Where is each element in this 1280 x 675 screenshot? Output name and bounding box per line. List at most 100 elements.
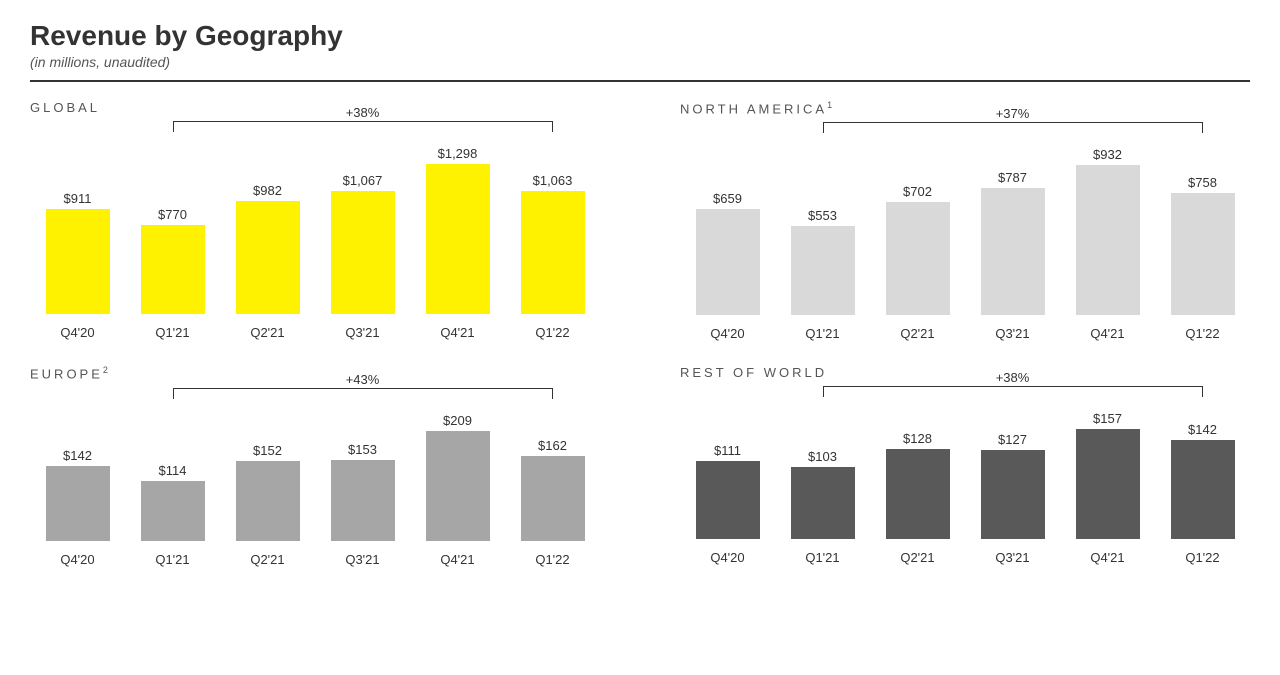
bar-col: $152 — [220, 443, 315, 541]
x-axis-labels: Q4'20Q1'21Q2'21Q3'21Q4'21Q1'22 — [30, 552, 600, 567]
x-axis-label: Q2'21 — [870, 550, 965, 565]
bar — [696, 209, 760, 315]
page-subtitle: (in millions, unaudited) — [30, 54, 1250, 70]
bar-value-label: $153 — [348, 442, 377, 457]
x-axis-label: Q1'22 — [505, 325, 600, 340]
bar-value-label: $111 — [714, 443, 741, 458]
bar-col: $153 — [315, 442, 410, 541]
bar-col: $787 — [965, 170, 1060, 315]
bar — [141, 481, 205, 541]
x-axis-label: Q1'21 — [125, 325, 220, 340]
x-axis-label: Q3'21 — [965, 550, 1060, 565]
x-axis-label: Q4'20 — [30, 552, 125, 567]
bar-col: $1,063 — [505, 173, 600, 314]
bar-col: $770 — [125, 207, 220, 314]
footnote-marker: 2 — [103, 365, 108, 375]
x-axis-label: Q4'21 — [410, 552, 505, 567]
chart-title: EUROPE2 — [30, 365, 600, 381]
bar-value-label: $932 — [1093, 147, 1122, 162]
yoy-bracket-region: +43% — [30, 388, 600, 412]
x-axis-labels: Q4'20Q1'21Q2'21Q3'21Q4'21Q1'22 — [680, 326, 1250, 341]
bar-col: $209 — [410, 413, 505, 541]
bar-col: $103 — [775, 449, 870, 539]
bar-col: $142 — [30, 448, 125, 541]
header-rule — [30, 80, 1250, 82]
x-axis-label: Q1'21 — [775, 326, 870, 341]
bar-value-label: $1,298 — [438, 146, 478, 161]
bar-value-label: $758 — [1188, 175, 1217, 190]
bar-col: $932 — [1060, 147, 1155, 315]
bar-value-label: $982 — [253, 183, 282, 198]
bar — [426, 431, 490, 541]
bar-col: $127 — [965, 432, 1060, 539]
bars-row: $142 $114$152 $153 $209 $162 — [30, 412, 600, 542]
bar — [331, 460, 395, 541]
bar — [791, 226, 855, 315]
bar-value-label: $103 — [808, 449, 837, 464]
bar-col: $911 — [30, 191, 125, 314]
chart-global: GLOBAL+38%$911$770$982$1,067$1,298$1,063… — [30, 100, 600, 341]
bar — [981, 450, 1045, 539]
chart-north-america: NORTH AMERICA1+37%$659$553$702$787$932$7… — [680, 100, 1250, 341]
yoy-bracket-region: +37% — [680, 122, 1250, 146]
bar-value-label: $911 — [64, 191, 92, 206]
bar-value-label: $209 — [443, 413, 472, 428]
bar — [1076, 165, 1140, 315]
bar-col: $659 — [680, 191, 775, 315]
footnote-marker: 1 — [827, 100, 832, 110]
x-axis-label: Q1'22 — [1155, 326, 1250, 341]
bar-col: $1,067 — [315, 173, 410, 314]
bar — [696, 461, 760, 539]
bar — [791, 467, 855, 539]
x-axis-label: Q4'21 — [1060, 326, 1155, 341]
yoy-bracket-label: +37% — [996, 106, 1030, 121]
yoy-bracket — [173, 388, 553, 398]
bars-row: $659 $553 $702 $787 $932 $758 — [680, 146, 1250, 316]
bar-col: $111 — [680, 443, 775, 539]
yoy-bracket-region: +38% — [680, 386, 1250, 410]
bar — [46, 209, 110, 314]
bar — [886, 449, 950, 539]
x-axis-label: Q4'20 — [680, 326, 775, 341]
bar — [521, 191, 585, 314]
bar-col: $128 — [870, 431, 965, 539]
yoy-bracket — [823, 122, 1203, 132]
chart-title: NORTH AMERICA1 — [680, 100, 1250, 116]
yoy-bracket-label: +43% — [346, 372, 380, 387]
yoy-bracket — [173, 121, 553, 131]
bar — [1171, 440, 1235, 539]
yoy-bracket-label: +38% — [346, 105, 380, 120]
bar-col: $162 — [505, 438, 600, 541]
bar-col: $157 — [1060, 411, 1155, 539]
bar — [981, 188, 1045, 315]
bar — [1076, 429, 1140, 539]
bar-value-label: $1,067 — [343, 173, 383, 188]
bar-col: $982 — [220, 183, 315, 314]
x-axis-label: Q4'21 — [410, 325, 505, 340]
bar — [236, 201, 300, 314]
bar-value-label: $553 — [808, 208, 837, 223]
bar-col: $142 — [1155, 422, 1250, 539]
page-title: Revenue by Geography — [30, 20, 1250, 52]
bar — [1171, 193, 1235, 315]
bar-value-label: $787 — [998, 170, 1027, 185]
x-axis-label: Q4'20 — [680, 550, 775, 565]
x-axis-label: Q1'22 — [505, 552, 600, 567]
bar-value-label: $1,063 — [533, 173, 573, 188]
bar-value-label: $770 — [158, 207, 187, 222]
bar-col: $553 — [775, 208, 870, 315]
bar-col: $114 — [125, 463, 220, 541]
bar — [46, 466, 110, 541]
x-axis-label: Q2'21 — [220, 552, 315, 567]
chart-europe: EUROPE2+43%$142$114$152$153$209$162Q4'20… — [30, 365, 600, 606]
bar-value-label: $142 — [63, 448, 92, 463]
x-axis-label: Q3'21 — [965, 326, 1060, 341]
x-axis-label: Q2'21 — [220, 325, 315, 340]
bar — [331, 191, 395, 314]
bar-col: $702 — [870, 184, 965, 315]
bar-value-label: $128 — [903, 431, 932, 446]
bar — [886, 202, 950, 315]
x-axis-label: Q3'21 — [315, 325, 410, 340]
x-axis-labels: Q4'20Q1'21Q2'21Q3'21Q4'21Q1'22 — [30, 325, 600, 340]
bar-value-label: $162 — [538, 438, 567, 453]
